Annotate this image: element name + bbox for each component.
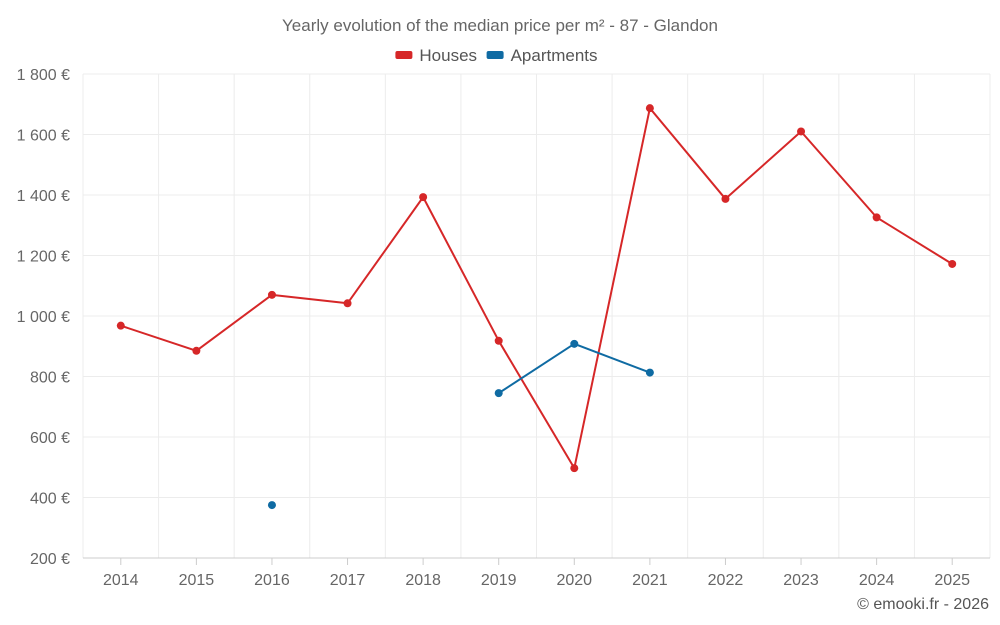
x-tick-label: 2014 xyxy=(103,572,139,589)
x-tick-label: 2022 xyxy=(708,572,744,589)
x-tick-label: 2025 xyxy=(934,572,970,589)
legend-swatch-houses xyxy=(395,51,413,59)
x-tick-label: 2021 xyxy=(632,572,668,589)
houses-point[interactable] xyxy=(343,299,352,308)
legend-swatch-apartments xyxy=(486,51,504,59)
x-tick-label: 2020 xyxy=(556,572,592,589)
apartments-point[interactable] xyxy=(267,501,276,510)
apartments-point[interactable] xyxy=(494,389,503,398)
apartments-line xyxy=(498,342,651,394)
y-axis: 200 € 400 € 600 € 800 € 1 000 € 1 200 € 1 400 … xyxy=(17,67,70,568)
houses-point[interactable] xyxy=(570,464,579,473)
y-tick-label: 1 400 € xyxy=(17,188,70,205)
x-tick-label: 2015 xyxy=(179,572,215,589)
houses-point[interactable] xyxy=(872,213,881,222)
y-tick-label: 1 600 € xyxy=(17,128,70,145)
houses-point[interactable] xyxy=(948,259,957,268)
apartments-point[interactable] xyxy=(570,339,579,348)
x-tick-label: 2023 xyxy=(783,572,819,589)
houses-point[interactable] xyxy=(797,127,806,136)
houses-point[interactable] xyxy=(645,104,654,113)
series-group xyxy=(116,104,957,510)
y-tick-label: 800 € xyxy=(30,370,70,387)
houses-point[interactable] xyxy=(721,194,730,203)
x-tick-label: 2019 xyxy=(481,572,517,589)
legend-label-houses[interactable]: Houses xyxy=(419,46,477,65)
y-tick-label: 1 000 € xyxy=(17,309,70,326)
x-tick-label: 2017 xyxy=(330,572,366,589)
grid xyxy=(82,73,991,559)
houses-point[interactable] xyxy=(267,290,276,299)
y-tick-label: 200 € xyxy=(30,551,70,568)
houses-point[interactable] xyxy=(116,321,125,330)
x-tick-label: 2016 xyxy=(254,572,290,589)
y-tick-label: 1 800 € xyxy=(17,67,70,84)
x-axis: 2014 2015 2016 2017 2018 2019 2020 2021 2022 2023… xyxy=(83,557,990,589)
credit-text: © emooki.fr - 2026 xyxy=(857,596,989,613)
x-tick-label: 2024 xyxy=(859,572,895,589)
houses-point[interactable] xyxy=(494,336,503,345)
houses-line xyxy=(120,107,953,470)
legend-label-apartments[interactable]: Apartments xyxy=(511,46,598,65)
x-tick-label: 2018 xyxy=(405,572,441,589)
chart-title: Yearly evolution of the median price per… xyxy=(282,16,718,35)
houses-point[interactable] xyxy=(419,193,428,202)
y-tick-label: 400 € xyxy=(30,491,70,508)
y-tick-label: 600 € xyxy=(30,430,70,447)
y-tick-label: 1 200 € xyxy=(17,249,70,266)
legend: Houses Apartments xyxy=(395,46,598,65)
apartments-point[interactable] xyxy=(645,368,654,377)
houses-point[interactable] xyxy=(192,346,201,355)
